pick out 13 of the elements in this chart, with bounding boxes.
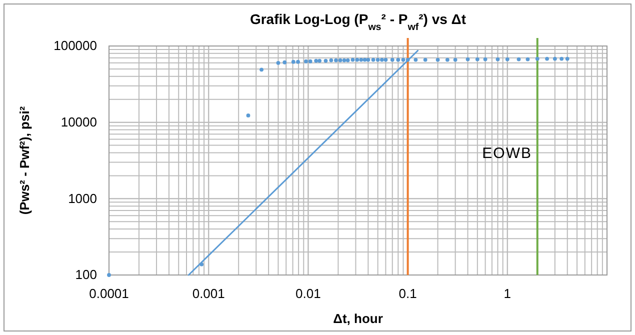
x-axis-title: Δt, hour	[333, 311, 383, 326]
y-tick-label: 1000	[68, 190, 97, 206]
x-tick-label: 0.1	[398, 286, 417, 302]
y-tick-label: 10000	[60, 114, 97, 130]
y-tick-label: 100	[75, 267, 97, 282]
x-tick-label: 0.001	[192, 286, 225, 302]
x-tick-label: 0.0001	[89, 286, 129, 302]
y-tick-label: 100000	[54, 38, 97, 54]
y-axis-title: (Pws² - Pwf²), psi²	[17, 106, 32, 215]
x-tick-label: 0.01	[296, 286, 321, 302]
annotation: EOWB	[482, 145, 532, 162]
chart-title: Grafik Log-Log (P$_{ws}$² - P$_{wf}$²) vs Δt	[250, 11, 466, 32]
x-tick-label: 1	[504, 286, 512, 302]
